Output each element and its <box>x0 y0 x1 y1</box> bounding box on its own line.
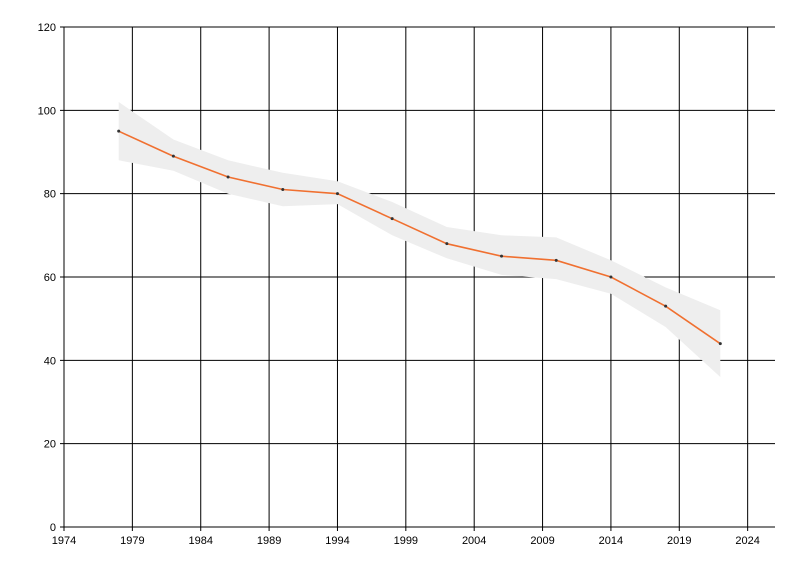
series-group <box>117 129 722 346</box>
data-point <box>609 275 613 279</box>
x-tick-label: 2009 <box>530 535 554 547</box>
y-tick-label: 80 <box>44 189 56 201</box>
data-point <box>281 188 285 191</box>
data-point <box>171 154 175 158</box>
data-point <box>664 304 668 308</box>
series-line <box>118 130 721 345</box>
y-tick-label: 0 <box>50 522 56 534</box>
x-tick-label: 2014 <box>599 535 623 547</box>
y-tick-labels: 0 20 40 60 80 100 120 <box>38 22 56 534</box>
data-point <box>500 254 504 258</box>
data-point <box>335 192 339 196</box>
y-tick-label: 120 <box>38 22 56 34</box>
confidence-band <box>118 102 721 377</box>
x-tick-label: 1974 <box>52 535 76 547</box>
y-tick-label: 20 <box>44 439 56 451</box>
confidence-band-group <box>118 102 721 377</box>
data-point <box>718 342 722 346</box>
x-tick-label: 1979 <box>120 535 144 547</box>
data-point <box>117 129 121 133</box>
data-point <box>390 217 394 221</box>
axes-group <box>63 27 775 528</box>
x-tick-label: 2019 <box>667 535 691 547</box>
x-tick-labels: 1974 1979 1984 1989 1994 1999 2004 2009 2014 2019… <box>52 535 760 547</box>
data-point <box>554 258 558 262</box>
x-tick-label: 2004 <box>462 535 486 547</box>
x-tick-label: 1999 <box>394 535 418 547</box>
y-tick-label: 40 <box>44 355 56 367</box>
x-tick-label: 1994 <box>325 535 349 547</box>
y-tick-label: 100 <box>38 105 56 117</box>
data-point <box>226 175 230 179</box>
x-tick-label: 1984 <box>188 535 212 547</box>
x-tick-label: 2024 <box>735 535 759 547</box>
grid-lines <box>60 26 775 531</box>
y-tick-label: 60 <box>44 272 56 284</box>
x-tick-label: 1989 <box>257 535 281 547</box>
data-point <box>445 242 449 246</box>
